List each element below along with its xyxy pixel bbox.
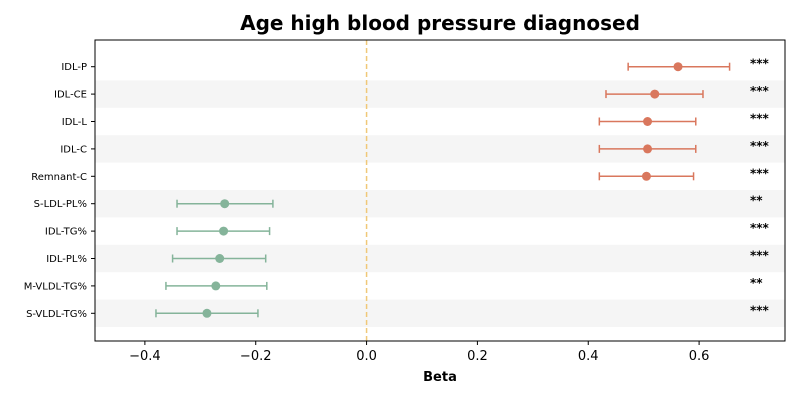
significance-label: *** [750, 166, 770, 180]
chart-title: Age high blood pressure diagnosed [240, 11, 640, 35]
beta-point [211, 281, 221, 291]
significance-label: ** [750, 276, 763, 290]
y-tick-label: S-VLDL-TG% [26, 309, 87, 320]
x-tick-label: 0.0 [356, 349, 377, 364]
beta-point [641, 171, 651, 181]
y-tick-label: IDL-TG% [45, 227, 87, 238]
beta-point [202, 308, 212, 318]
data-marks: **************************** [155, 57, 770, 318]
beta-point [215, 254, 225, 263]
beta-point [220, 199, 230, 209]
significance-label: *** [750, 57, 770, 71]
y-tick-label: IDL-C [60, 144, 87, 155]
x-tick-label: −0.4 [129, 349, 161, 364]
significance-label: *** [750, 84, 770, 98]
beta-point [219, 226, 229, 236]
y-tick-label: S-LDL-PL% [34, 199, 87, 210]
y-axis-ticks: IDL-P IDL-CE IDL-L IDL-C Remnant-C S-LDL-PL% I… [24, 62, 95, 320]
x-tick-label: 0.6 [689, 349, 710, 364]
x-tick-label: −0.2 [240, 349, 272, 364]
significance-label: ** [750, 194, 763, 208]
plot-frame [94, 39, 786, 342]
significance-label: *** [750, 112, 770, 126]
x-tick-label: 0.4 [578, 349, 599, 364]
y-tick-label: IDL-CE [54, 90, 87, 101]
beta-point [643, 117, 653, 126]
beta-point [643, 144, 653, 154]
y-tick-label: Remnant-C [31, 172, 87, 183]
x-tick-label: 0.2 [467, 349, 488, 364]
x-axis-ticks: −0.4 −0.2 0.0 0.2 0.4 0.6 [129, 341, 709, 364]
beta-point [673, 62, 683, 72]
x-axis-label: Beta [423, 370, 457, 385]
beta-point [650, 89, 660, 99]
y-tick-label: M-VLDL-TG% [24, 281, 87, 292]
y-tick-label: IDL-PL% [46, 254, 87, 265]
significance-label: *** [750, 139, 770, 153]
y-tick-label: IDL-P [61, 62, 87, 73]
significance-label: *** [750, 221, 770, 235]
significance-label: *** [750, 249, 770, 263]
significance-label: *** [750, 303, 770, 317]
y-tick-label: IDL-L [62, 117, 88, 128]
